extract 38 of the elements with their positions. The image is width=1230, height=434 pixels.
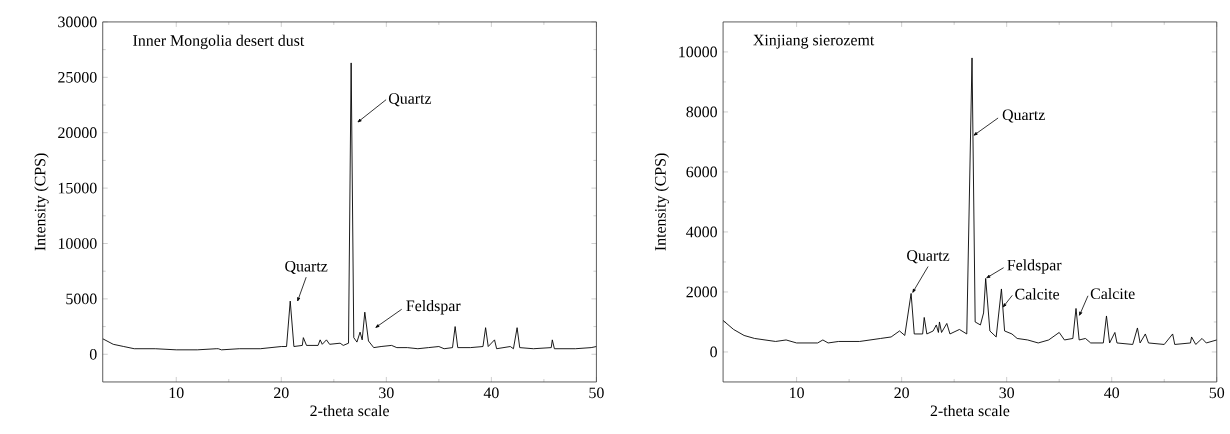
y-tick-label: 0 <box>710 346 717 358</box>
annotation: Quartz <box>388 93 432 107</box>
x-tick-label: 30 <box>379 387 394 399</box>
x-tick-label: 20 <box>894 387 909 399</box>
x-tick-label: 50 <box>1209 387 1225 399</box>
x-tick-label: 40 <box>483 387 499 399</box>
annotation: Quartz <box>907 250 950 264</box>
annotation: Quartz <box>285 260 328 275</box>
x-axis-title: 2-theta scale <box>310 405 389 417</box>
x-tick-label: 30 <box>999 387 1015 399</box>
annotation: Feldspar <box>1007 259 1062 274</box>
y-tick-label: 2000 <box>686 286 717 298</box>
y-tick-label: 8000 <box>686 106 717 118</box>
x-tick-label: 50 <box>589 387 604 399</box>
annotation: Feldspar <box>406 300 461 315</box>
y-axis-title: Intensity (CPS) <box>654 153 670 251</box>
y-tick-label: 30000 <box>58 16 97 28</box>
y-tick-label: 15000 <box>58 182 97 194</box>
y-tick-label: 5000 <box>66 293 97 305</box>
y-axis-title: Intensity (CPS) <box>34 153 49 251</box>
text: Xinjiang sierozemt <box>753 34 875 49</box>
x-tick-label: 40 <box>1104 387 1120 399</box>
y-tick-label: 10000 <box>58 238 97 249</box>
annotation: Calcite <box>1015 288 1060 300</box>
annotation: Calcite <box>1090 287 1135 300</box>
x-tick-label: 10 <box>790 387 804 399</box>
y-tick-label: 25000 <box>58 72 97 83</box>
x-tick-label: 20 <box>274 387 289 399</box>
y-tick-label: 0 <box>89 348 97 360</box>
line-series <box>102 62 597 351</box>
text: Inner Mongolia desert dust <box>133 34 305 50</box>
x-tick-label: 10 <box>169 387 184 399</box>
annotation: Quartz <box>1002 109 1045 123</box>
x-axis-title: 2-theta scale <box>930 405 1010 417</box>
y-tick-label: 20000 <box>58 127 97 139</box>
y-tick-label: 4000 <box>686 226 717 238</box>
y-tick-label: 6000 <box>686 166 717 178</box>
y-tick-label: 10000 <box>679 46 717 58</box>
